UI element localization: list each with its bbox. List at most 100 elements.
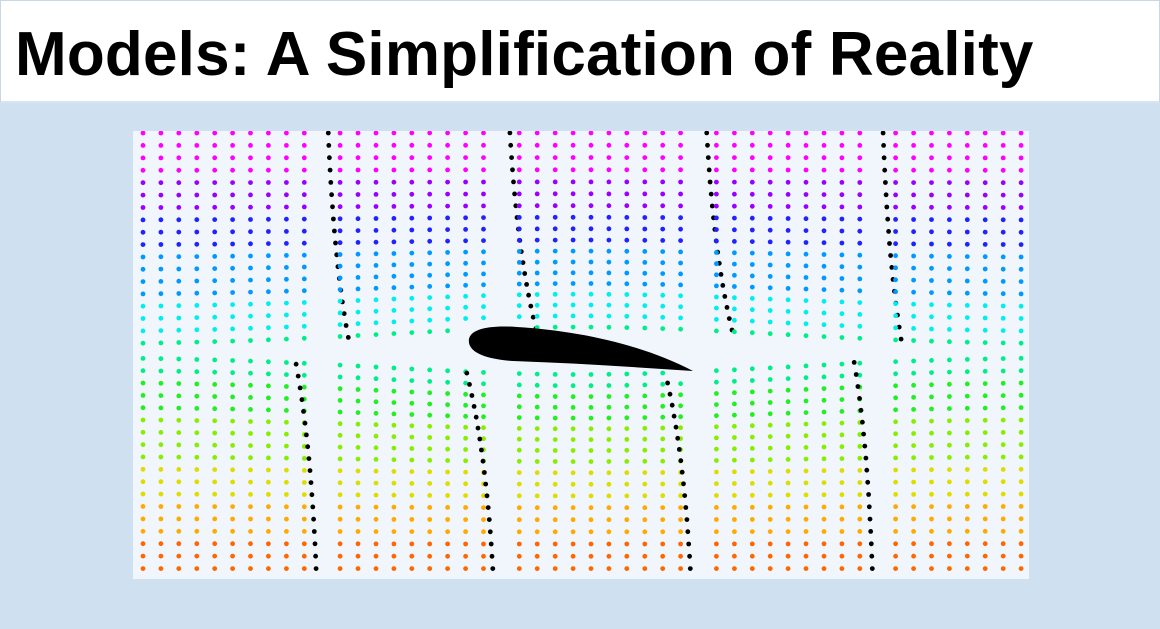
flow-particle-dot (355, 333, 361, 338)
flow-particle-dot (767, 227, 773, 233)
flow-particle-dot (284, 516, 289, 522)
flow-particle-dot (176, 368, 182, 374)
flow-particle-dot (463, 316, 468, 321)
flow-particle-dot (230, 504, 235, 509)
flow-particle-dot (642, 155, 648, 160)
flow-particle-dot (176, 242, 182, 247)
flow-particle-dot (427, 306, 433, 312)
flow-particle-dot (534, 259, 540, 265)
flow-particle-dot (588, 203, 594, 209)
flow-particle-dot (964, 180, 970, 186)
streakline-dot (685, 529, 691, 535)
streakline-dot (313, 566, 319, 571)
flow-particle-dot (337, 386, 343, 392)
flow-particle-dot (893, 204, 898, 210)
flow-particle-dot (355, 516, 361, 522)
flow-particle-dot (785, 167, 791, 173)
flow-particle-dot (839, 299, 845, 305)
flow-particle-dot (409, 566, 415, 571)
flow-particle-dot (391, 285, 397, 291)
flow-particle-dot (194, 393, 200, 399)
flow-particle-dot (732, 378, 737, 384)
flow-particle-dot (964, 504, 970, 509)
flow-particle-dot (714, 328, 719, 334)
flow-particle-dot (749, 167, 755, 173)
flow-particle-dot (929, 566, 934, 571)
streakline-dot (881, 143, 886, 148)
flow-particle-dot (660, 179, 666, 185)
flow-particle-dot (660, 249, 666, 254)
flow-particle-dot (552, 426, 558, 432)
flow-particle-dot (140, 368, 146, 374)
flow-particle-dot (337, 398, 343, 403)
flow-particle-dot (409, 553, 415, 559)
flow-particle-dot (391, 480, 397, 486)
flow-particle-dot (176, 417, 182, 423)
flow-particle-dot (248, 566, 253, 571)
flow-particle-dot (964, 381, 970, 387)
flow-particle-dot (767, 457, 773, 463)
flow-particle-dot (534, 226, 540, 232)
flow-particle-dot (409, 155, 415, 161)
flow-particle-dot (1000, 217, 1006, 223)
flow-particle-dot (785, 216, 791, 221)
flow-particle-dot (194, 303, 200, 308)
flow-particle-dot (194, 217, 200, 223)
flow-particle-dot (947, 167, 952, 173)
flow-particle-dot (301, 216, 307, 222)
flow-particle-dot (391, 179, 397, 185)
flow-particle-dot (570, 131, 576, 136)
flow-particle-dot (248, 370, 253, 376)
flow-particle-dot (1018, 442, 1024, 447)
flow-particle-dot (857, 553, 863, 559)
flow-particle-dot (606, 437, 612, 442)
flow-particle-dot (929, 326, 934, 332)
flow-particle-dot (947, 229, 952, 235)
flow-particle-dot (714, 283, 719, 289)
flow-particle-dot (678, 392, 683, 398)
flow-particle-dot (230, 394, 235, 400)
flow-particle-dot (911, 479, 916, 485)
flow-particle-dot (732, 412, 737, 418)
flow-particle-dot (409, 318, 415, 324)
flow-particle-dot (588, 291, 594, 297)
flow-particle-dot (266, 419, 271, 425)
flow-particle-dot (732, 469, 737, 475)
flow-particle-dot (284, 204, 289, 210)
flow-particle-dot (588, 553, 594, 559)
flow-particle-dot (194, 241, 200, 247)
flow-particle-dot (445, 328, 450, 334)
flow-particle-dot (373, 504, 379, 510)
flow-particle-dot (606, 448, 612, 453)
flow-particle-dot (821, 204, 827, 210)
flow-particle-dot (445, 469, 450, 475)
flow-particle-dot (893, 265, 898, 271)
flow-particle-dot (767, 469, 773, 474)
flow-particle-dot (893, 516, 898, 522)
flow-particle-dot (409, 203, 415, 209)
flow-particle-dot (552, 394, 558, 399)
flow-particle-dot (463, 529, 468, 535)
flow-particle-dot (266, 359, 271, 365)
flow-particle-dot (140, 553, 146, 559)
flow-particle-dot (534, 155, 540, 160)
flow-particle-dot (212, 491, 218, 497)
flow-particle-dot (445, 402, 450, 408)
flow-particle-dot (803, 516, 809, 522)
flow-particle-dot (248, 289, 253, 295)
flow-particle-dot (230, 302, 235, 307)
flow-particle-dot (678, 155, 683, 160)
streakline-dot (898, 336, 904, 342)
flow-particle-dot (176, 504, 182, 509)
flow-particle-dot (301, 180, 307, 185)
flow-particle-dot (624, 167, 630, 173)
flow-particle-dot (767, 239, 773, 245)
flow-particle-dot (1018, 541, 1024, 547)
flow-particle-dot (391, 365, 397, 371)
flow-particle-dot (391, 377, 397, 383)
flow-particle-dot (194, 516, 200, 522)
streakline-dot (309, 492, 315, 498)
flow-particle-dot (803, 155, 809, 161)
flow-particle-dot (445, 446, 450, 452)
flow-particle-dot (516, 203, 522, 209)
